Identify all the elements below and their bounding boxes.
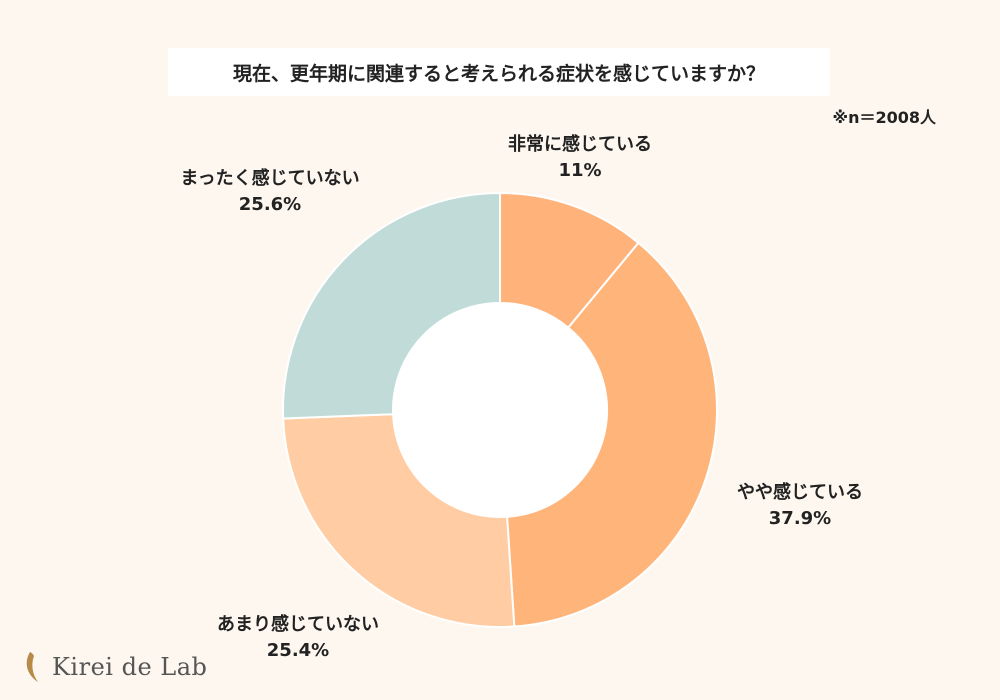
slice-name: 非常に感じている bbox=[508, 134, 652, 155]
donut-hole bbox=[393, 303, 607, 517]
slice-value: 25.6% bbox=[238, 194, 302, 216]
brand-logo: Kirei de Lab bbox=[22, 650, 207, 684]
slice-label-very: 非常に感じている 11% bbox=[470, 132, 690, 184]
slice-value: 11% bbox=[558, 160, 602, 182]
slice-label-somewhat: やや感じている 37.9% bbox=[690, 480, 910, 532]
brand-name: Kirei de Lab bbox=[52, 653, 208, 681]
slice-label-not-at-all: まったく感じていない 25.6% bbox=[150, 166, 390, 218]
slice-name: あまり感じていない bbox=[217, 614, 379, 635]
slice-value: 25.4% bbox=[266, 640, 330, 662]
slice-value: 37.9% bbox=[768, 508, 832, 530]
chart-title: 現在、更年期に関連すると考えられる症状を感じていますか？ bbox=[168, 48, 830, 96]
leaf-icon bbox=[26, 652, 38, 682]
slice-label-not-much: あまり感じていない 25.4% bbox=[178, 612, 418, 664]
sample-size-note: ※n＝2008人 bbox=[832, 108, 936, 127]
slice-name: やや感じている bbox=[737, 482, 863, 503]
slice-name: まったく感じていない bbox=[180, 168, 360, 189]
